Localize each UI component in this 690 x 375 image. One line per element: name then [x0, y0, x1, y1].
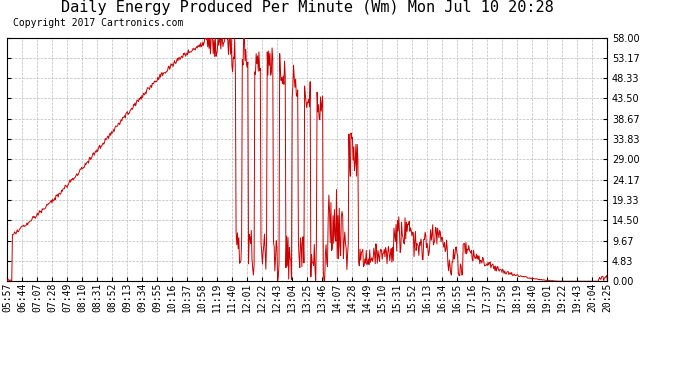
Title: Daily Energy Produced Per Minute (Wm) Mon Jul 10 20:28: Daily Energy Produced Per Minute (Wm) Mo… — [61, 0, 553, 15]
Text: Copyright 2017 Cartronics.com: Copyright 2017 Cartronics.com — [13, 18, 184, 28]
